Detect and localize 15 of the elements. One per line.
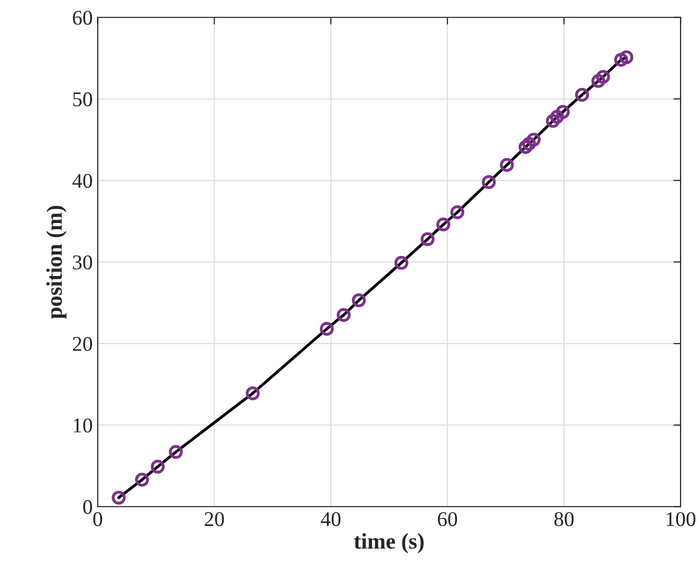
x-axis-title: time (s) — [354, 533, 424, 554]
x-tick-label: 0 — [93, 512, 102, 526]
y-tick-label: 10 — [74, 418, 92, 433]
y-tick-label: 50 — [73, 92, 92, 106]
y-tick-label: 60 — [72, 10, 92, 25]
x-tick-label: 40 — [320, 512, 340, 526]
y-axis-title: position (m) — [46, 206, 66, 319]
y-tick-label: 20 — [72, 336, 92, 351]
x-tick-label: 60 — [438, 512, 458, 526]
y-tick-label: 40 — [72, 174, 92, 188]
x-tick-label: 100 — [666, 512, 696, 526]
y-tick-label: 0 — [83, 500, 92, 514]
y-tick-label: 30 — [73, 255, 92, 270]
x-tick-label: 80 — [554, 512, 574, 526]
x-tick-label: 20 — [204, 512, 224, 526]
